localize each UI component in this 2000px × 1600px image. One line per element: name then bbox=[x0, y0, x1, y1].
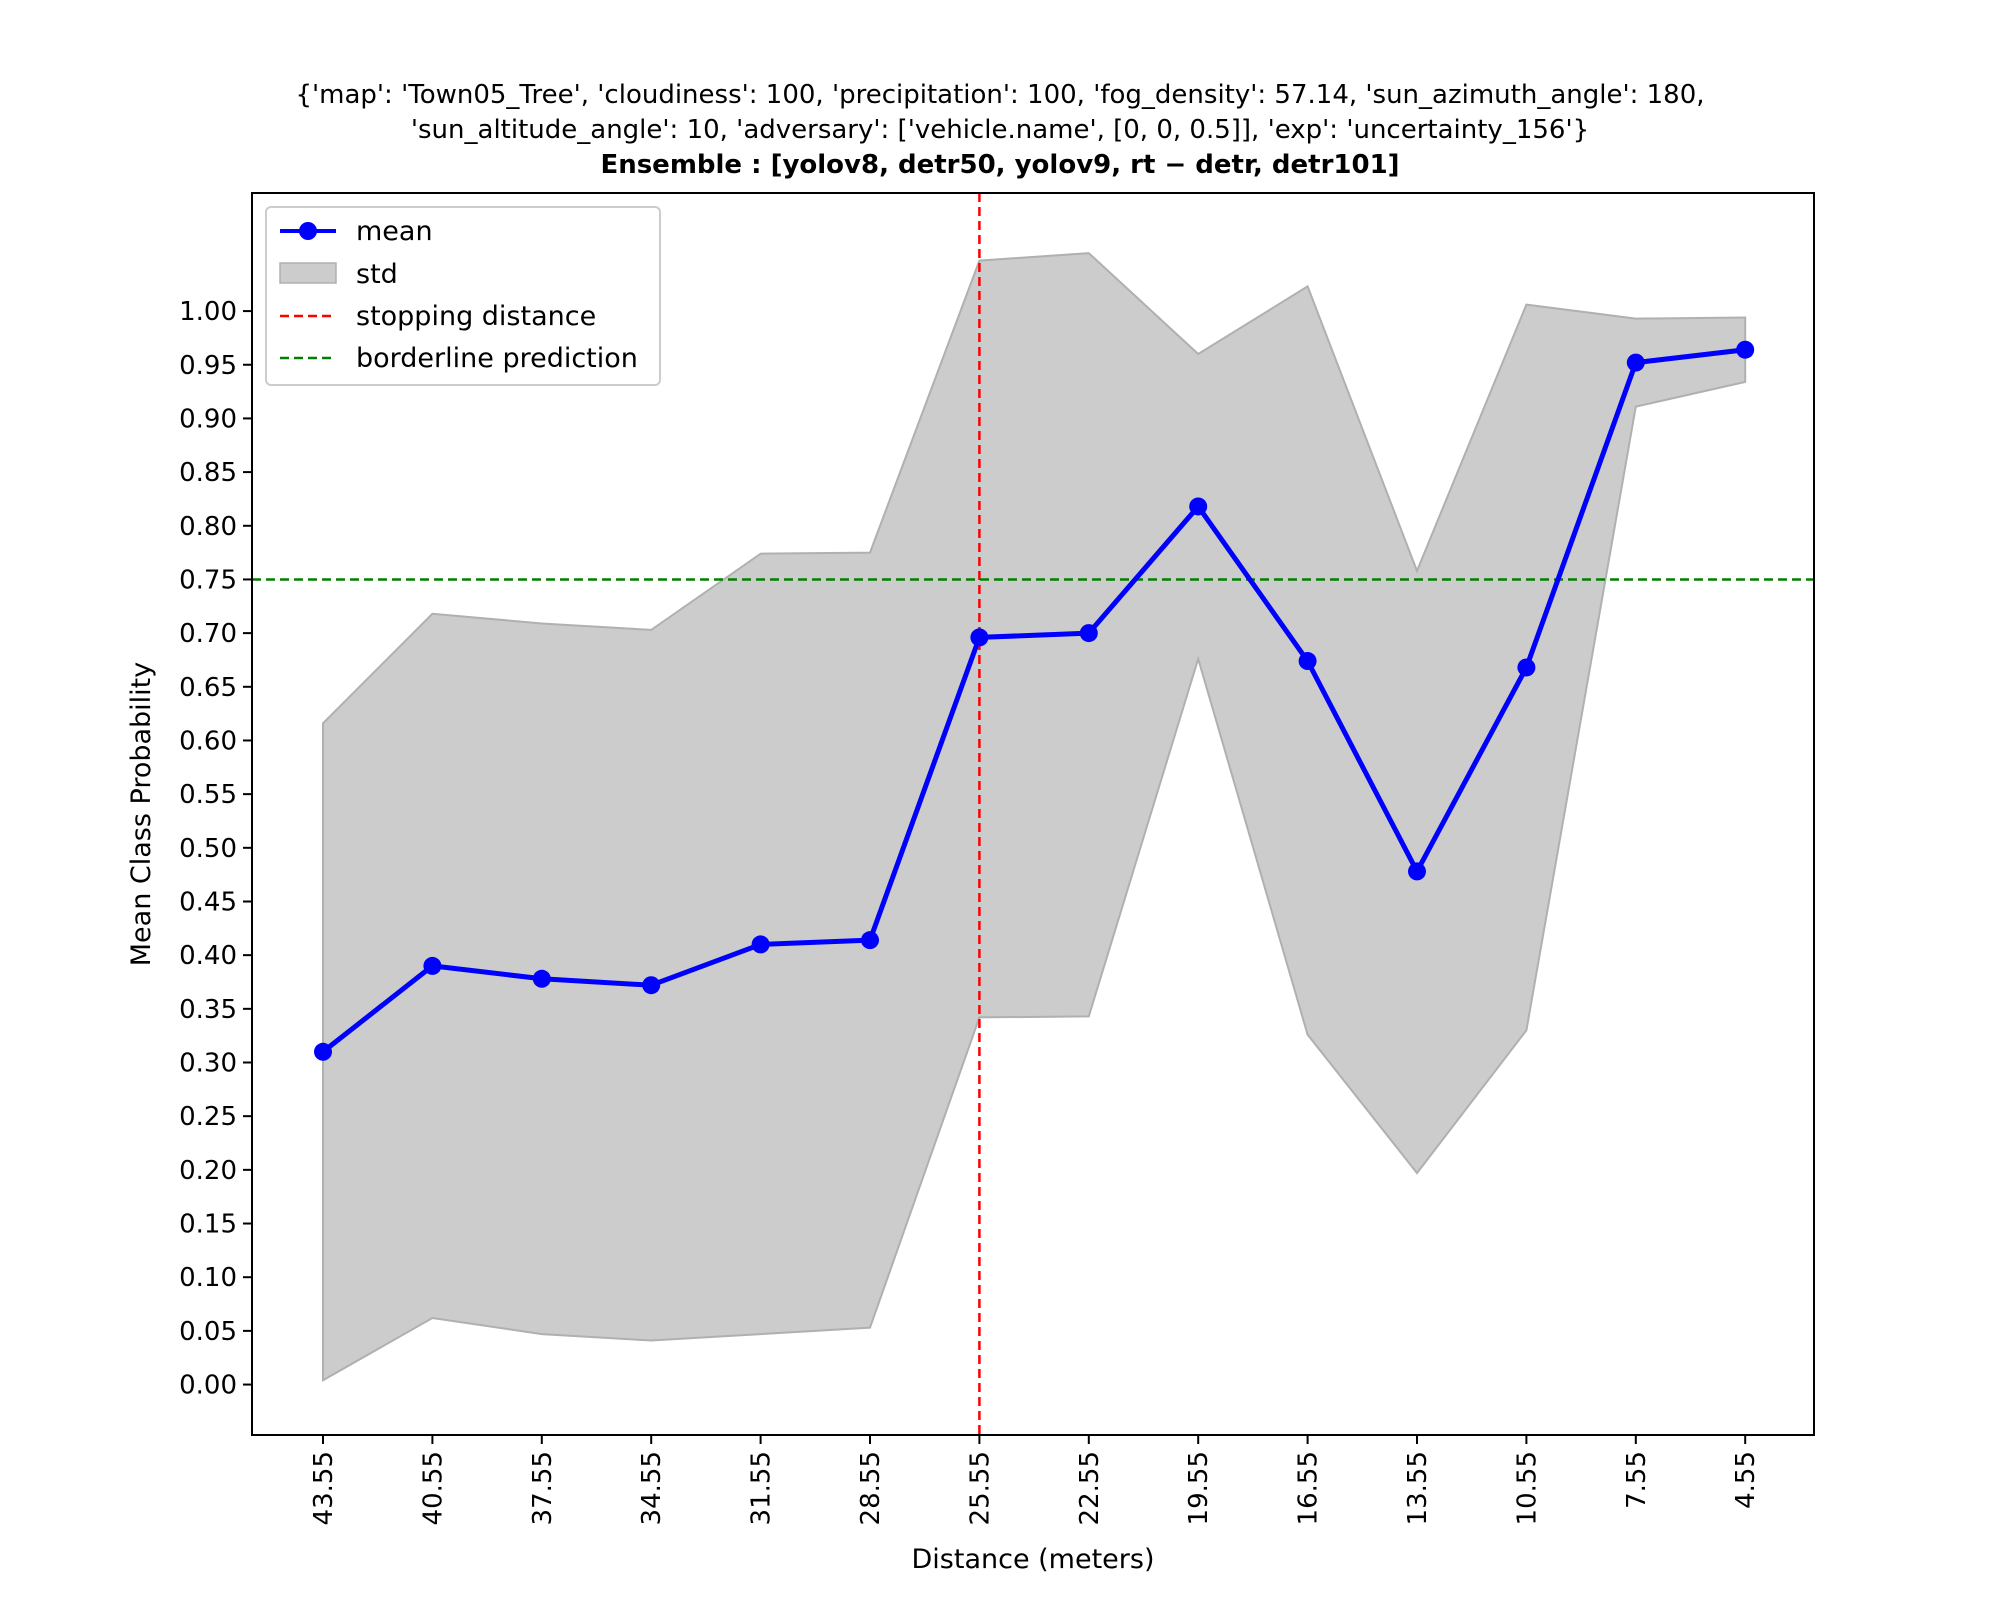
x-tick-label: 13.55 bbox=[1403, 1451, 1433, 1525]
mean-point bbox=[861, 931, 879, 950]
legend-std-swatch bbox=[279, 262, 337, 284]
y-tick-label: 0.00 bbox=[179, 1371, 237, 1401]
y-axis: 0.00 0.05 0.10 0.15 0.20 0.25 0.30 0.35 0.40 0.45… bbox=[179, 297, 252, 1401]
y-tick-label: 0.50 bbox=[179, 834, 237, 864]
y-tick-label: 0.80 bbox=[179, 512, 237, 542]
x-axis-label: Distance (meters) bbox=[912, 1544, 1155, 1575]
chart-title-line-1: {'map': 'Town05_Tree', 'cloudiness': 100… bbox=[295, 80, 1705, 110]
y-tick-label: 0.30 bbox=[179, 1049, 237, 1079]
reference-lines-layer bbox=[252, 193, 1814, 1435]
mean-point bbox=[423, 956, 442, 975]
legend-label-std: std bbox=[356, 259, 398, 290]
legend: mean std stopping distance borderline pr… bbox=[265, 206, 661, 386]
y-axis-label: Mean Class Probability bbox=[126, 662, 157, 967]
y-tick-label: 0.75 bbox=[179, 565, 237, 595]
mean-point bbox=[1408, 862, 1426, 881]
mean-point bbox=[1517, 658, 1536, 677]
x-tick-label: 28.55 bbox=[856, 1451, 886, 1525]
x-tick-label: 22.55 bbox=[1075, 1451, 1105, 1525]
x-tick-label: 43.55 bbox=[309, 1451, 339, 1525]
mean-point bbox=[532, 969, 551, 988]
mean-point bbox=[1298, 652, 1317, 671]
y-tick-label: 0.25 bbox=[179, 1102, 237, 1132]
x-tick-label: 19.55 bbox=[1184, 1451, 1214, 1525]
y-tick-label: 0.05 bbox=[179, 1317, 237, 1347]
series-layer bbox=[314, 340, 1755, 1061]
x-tick-label: 31.55 bbox=[747, 1451, 777, 1525]
legend-box bbox=[265, 206, 661, 386]
x-tick-label: 10.55 bbox=[1512, 1451, 1542, 1525]
x-tick-label: 34.55 bbox=[637, 1451, 667, 1525]
x-axis: 43.55 40.55 37.55 34.55 31.55 28.55 25.55 22.55… bbox=[309, 1435, 1761, 1525]
y-tick-label: 0.15 bbox=[179, 1210, 237, 1240]
x-tick-label: 16.55 bbox=[1294, 1451, 1324, 1525]
x-tick-label: 40.55 bbox=[418, 1451, 448, 1525]
legend-label-borderline-prediction: borderline prediction bbox=[356, 343, 638, 374]
mean-point bbox=[1736, 340, 1755, 359]
y-tick-label: 0.65 bbox=[179, 673, 237, 703]
x-tick-label: 25.55 bbox=[965, 1451, 995, 1525]
std-band-layer bbox=[322, 252, 1747, 1382]
y-tick-label: 0.20 bbox=[179, 1156, 237, 1186]
mean-point bbox=[1189, 497, 1208, 516]
y-tick-label: 0.90 bbox=[179, 404, 237, 434]
legend-label-stopping-distance: stopping distance bbox=[356, 301, 596, 332]
chart-title-line-2: 'sun_altitude_angle': 10, 'adversary': [… bbox=[410, 115, 1590, 145]
legend-label-mean: mean bbox=[356, 216, 433, 247]
y-tick-label: 0.70 bbox=[179, 619, 237, 649]
mean-point bbox=[314, 1042, 332, 1061]
y-tick-label: 0.10 bbox=[179, 1263, 237, 1293]
x-tick-label: 7.55 bbox=[1622, 1451, 1652, 1509]
y-tick-label: 0.35 bbox=[179, 995, 237, 1025]
y-tick-label: 0.45 bbox=[179, 887, 237, 917]
mean-point bbox=[1079, 624, 1098, 643]
y-tick-label: 0.95 bbox=[179, 351, 237, 381]
y-tick-label: 1.00 bbox=[179, 297, 237, 327]
y-tick-label: 0.60 bbox=[179, 726, 237, 756]
mean-point bbox=[1626, 353, 1645, 372]
std-band bbox=[322, 252, 1747, 1382]
mean-point bbox=[751, 935, 770, 954]
y-tick-label: 0.40 bbox=[179, 941, 237, 971]
plot-frame bbox=[251, 192, 1815, 1436]
y-tick-label: 0.85 bbox=[179, 458, 237, 488]
y-tick-label: 0.55 bbox=[179, 780, 237, 810]
mean-point bbox=[642, 976, 661, 995]
x-tick-label: 4.55 bbox=[1731, 1451, 1761, 1509]
mean-point bbox=[970, 628, 989, 647]
legend-mean-marker bbox=[299, 222, 317, 240]
x-tick-label: 37.55 bbox=[528, 1451, 558, 1525]
mean-series-line bbox=[321, 347, 1746, 1054]
chart-title: Ensemble : [yolov8, detr50, yolov9, rt −… bbox=[600, 150, 1400, 180]
